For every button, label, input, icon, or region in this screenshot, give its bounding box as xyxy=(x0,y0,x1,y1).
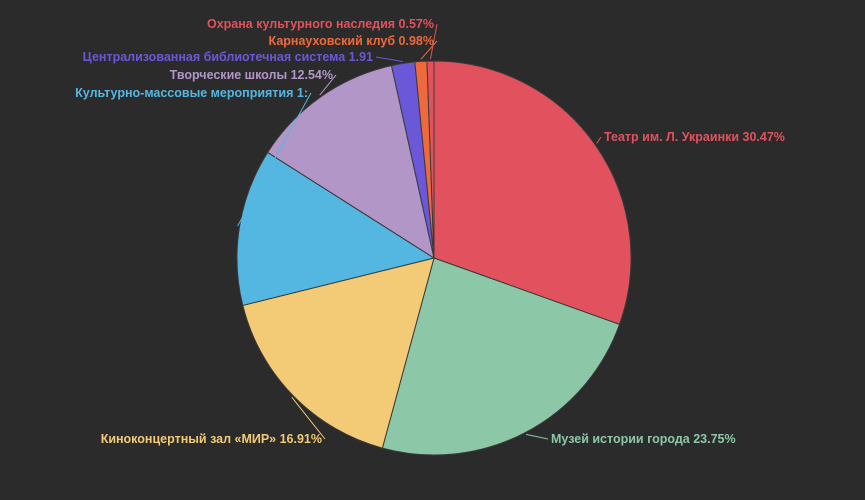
pie-slice[interactable] xyxy=(266,65,435,260)
pie-slice[interactable] xyxy=(433,60,632,326)
pie-slice[interactable] xyxy=(242,257,435,449)
slice-label: Карнауховский клуб 0.98% xyxy=(269,34,434,48)
slice-label: Музей истории города 23.75% xyxy=(551,432,736,446)
slice-label: Централизованная библиотечная система 1.… xyxy=(83,50,373,64)
slice-label: Театр им. Л. Украинки 30.47% xyxy=(604,130,785,144)
leader-line xyxy=(375,56,403,62)
slice-labels: Театр им. Л. Украинки 30.47% Музей истори… xyxy=(75,17,785,446)
slice-label: Творческие школы 12.54% xyxy=(170,68,333,82)
leader-line xyxy=(291,396,326,440)
leader-line xyxy=(319,74,337,96)
slice-label: Охрана культурного наследия 0.57% xyxy=(207,17,434,31)
pie-slice[interactable] xyxy=(381,257,621,456)
leader-line xyxy=(596,136,602,144)
slice-label: Киноконцертный зал «МИР» 16.91% xyxy=(101,432,322,446)
leader-line xyxy=(525,433,549,440)
pie-slice[interactable] xyxy=(236,151,436,307)
slice-label: Культурно-массовые мероприятия 1: xyxy=(75,86,308,100)
leader-line xyxy=(237,92,312,227)
pie-slice[interactable] xyxy=(426,60,435,259)
pie-slices xyxy=(236,60,632,456)
leader-lines xyxy=(237,23,602,440)
leader-line xyxy=(420,40,438,60)
leader-line xyxy=(429,23,438,60)
